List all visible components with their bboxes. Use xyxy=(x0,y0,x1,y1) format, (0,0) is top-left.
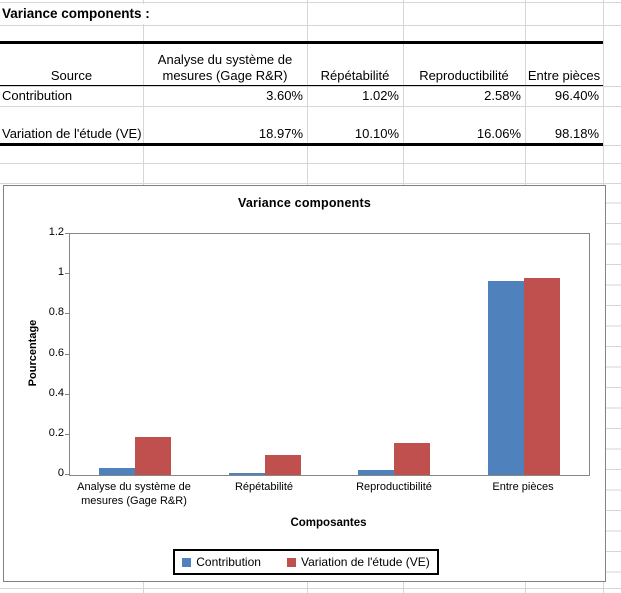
y-tick-label: 0.8 xyxy=(48,306,64,319)
legend-label-1: Variation de l'étude (VE) xyxy=(300,555,430,569)
variance-table: Source Analyse du système de mesures (Ga… xyxy=(0,44,603,143)
legend-label-0: Contribution xyxy=(196,555,261,569)
plot-area xyxy=(69,233,590,476)
x-axis-title: Composantes xyxy=(290,517,367,529)
sheet-title: Variance components : xyxy=(2,4,158,24)
y-tick-label: 0.6 xyxy=(48,346,64,359)
category-label-0: Analyse du système de mesures (Gage R&R) xyxy=(77,481,191,507)
gridline-row xyxy=(0,106,621,107)
legend-item-1: Variation de l'étude (VE) xyxy=(286,555,430,569)
bar-contribution-2 xyxy=(358,470,394,475)
cell-contribution-reproductibilite[interactable]: 2.58% xyxy=(484,88,521,103)
bar-contribution-0 xyxy=(99,468,135,475)
legend-item-0: Contribution xyxy=(182,555,261,569)
bar-variation-1 xyxy=(265,455,301,475)
y-tick-mark xyxy=(65,474,69,475)
col-header-reproductibilite[interactable]: Reproductibilité xyxy=(419,67,509,83)
cell-ve-repetabilite[interactable]: 10.10% xyxy=(354,126,399,141)
gridline-row xyxy=(0,86,621,87)
bar-variation-3 xyxy=(524,278,560,475)
y-tick-label: 0.4 xyxy=(48,386,64,399)
row-label-contribution[interactable]: Contribution xyxy=(2,87,73,103)
y-tick-mark xyxy=(65,313,69,314)
cell-ve-entre-pieces[interactable]: 98.18% xyxy=(554,126,599,141)
y-tick-mark xyxy=(65,394,69,395)
y-tick-mark xyxy=(65,233,69,234)
bar-contribution-3 xyxy=(488,281,524,475)
y-tick-label: 1 xyxy=(57,266,64,279)
gridline-row xyxy=(0,588,621,589)
cell-contribution-repetabilite[interactable]: 1.02% xyxy=(362,88,399,103)
chart[interactable]: Variance components Pourcentage Composan… xyxy=(3,185,606,582)
bar-variation-2 xyxy=(394,443,430,475)
cell-ve-gagerr[interactable]: 18.97% xyxy=(258,126,303,141)
legend-swatch-0 xyxy=(182,557,192,567)
gridline-row xyxy=(0,25,621,26)
bar-contribution-1 xyxy=(229,473,265,475)
y-tick-label: 1.2 xyxy=(48,226,64,238)
category-label-3: Entre pièces xyxy=(492,481,554,493)
y-tick-label: 0.2 xyxy=(48,426,64,439)
table-border-header xyxy=(0,85,603,86)
legend: Contribution Variation de l'étude (VE) xyxy=(173,549,439,575)
y-tick-mark xyxy=(65,434,69,435)
gridline-row xyxy=(0,163,621,164)
cell-ve-reproductibilite[interactable]: 16.06% xyxy=(476,126,521,141)
row-label-variation-etude[interactable]: Variation de l'étude (VE) xyxy=(2,126,142,141)
cell-contribution-entre-pieces[interactable]: 96.40% xyxy=(554,88,599,103)
category-label-1: Répétabilité xyxy=(234,481,294,493)
y-tick-mark xyxy=(65,354,69,355)
col-header-repetabilite[interactable]: Répétabilité xyxy=(320,67,390,83)
y-tick-label: 0 xyxy=(57,467,64,479)
legend-swatch-1 xyxy=(286,557,296,567)
chart-title: Variance components xyxy=(237,196,371,210)
gridline-row xyxy=(0,183,621,184)
y-tick-mark xyxy=(65,273,69,274)
gridline-row-strip xyxy=(603,183,621,588)
bar-variation-0 xyxy=(135,437,171,475)
cell-contribution-gagerr[interactable]: 3.60% xyxy=(266,88,303,103)
gridline-row xyxy=(0,2,621,3)
table-border-top xyxy=(0,41,603,44)
col-header-gagerr[interactable]: Analyse du système de mesures (Gage R&R) xyxy=(157,52,293,83)
table-border-bottom xyxy=(0,143,603,146)
category-label-2: Reproductibilité xyxy=(356,481,432,493)
col-header-source[interactable]: Source xyxy=(50,67,93,83)
col-header-entre-pieces[interactable]: Entre pièces xyxy=(527,67,601,83)
